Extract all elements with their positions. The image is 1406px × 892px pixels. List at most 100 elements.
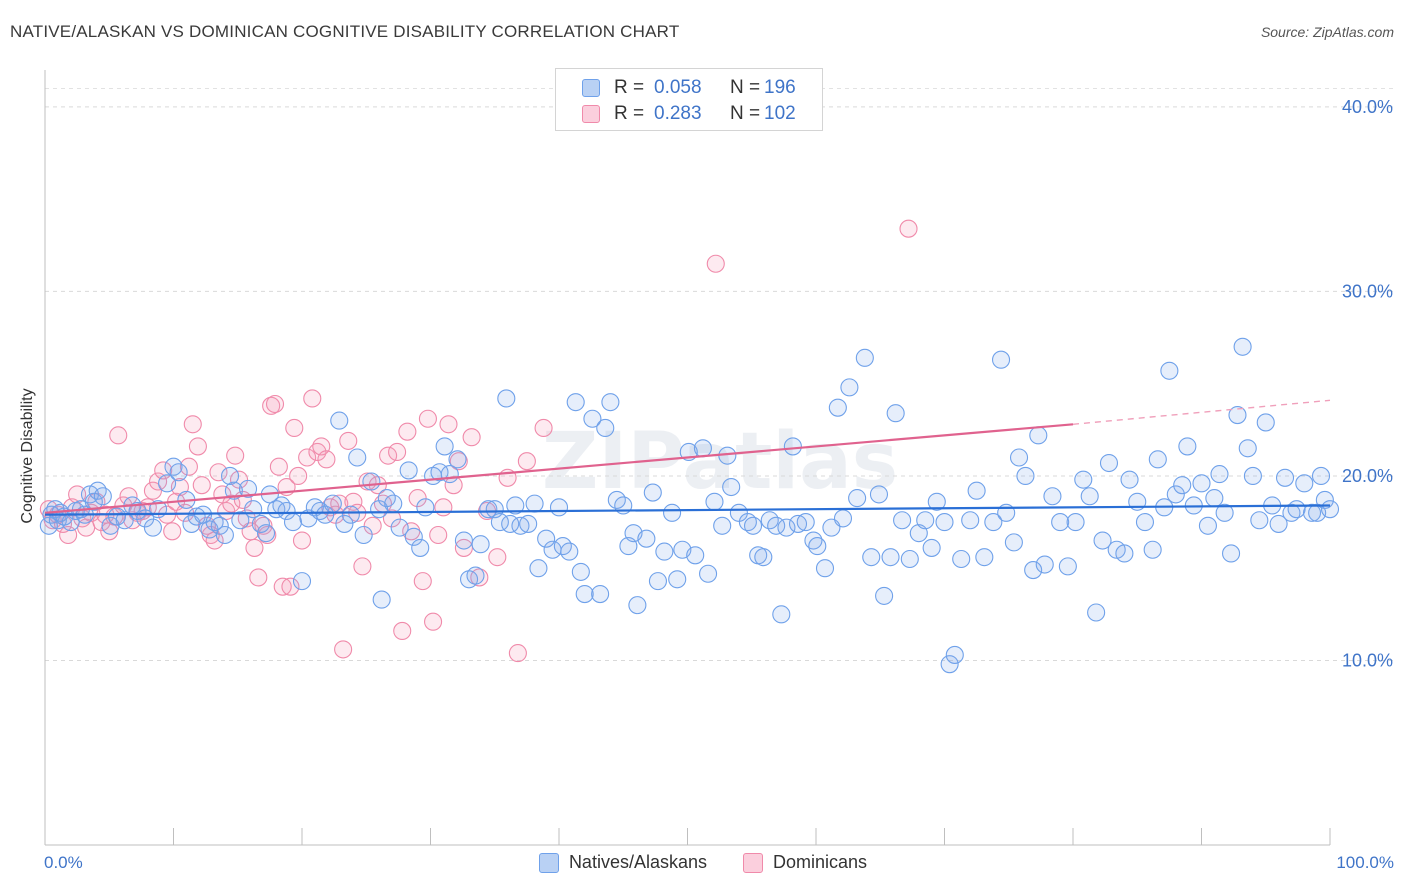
dominican-point (439, 415, 458, 434)
native-point (808, 537, 827, 556)
native-point (335, 514, 354, 533)
dominican-point (429, 525, 448, 545)
native-point (560, 542, 579, 561)
native-point (224, 481, 243, 500)
legend-item-dominicans[interactable]: Dominicans (743, 852, 867, 873)
native-point (840, 378, 859, 397)
axes (44, 70, 1331, 846)
grid-lines (45, 87, 1395, 661)
native-point (1275, 468, 1295, 487)
y-tick-labels: 10.0% 20.0% 30.0% 40.0% (1342, 97, 1393, 671)
dominican-point (398, 422, 417, 441)
y-tick-label: 10.0% (1342, 650, 1393, 670)
native-point (648, 572, 667, 591)
dominican-point (353, 557, 372, 576)
dominican-point (298, 448, 317, 467)
native-point (1250, 511, 1269, 530)
native-point (1269, 514, 1288, 533)
r-value: 0.283 (654, 103, 702, 124)
native-point (158, 474, 177, 493)
native-point (435, 437, 454, 456)
native-point (754, 548, 773, 567)
native-point (643, 483, 662, 502)
dominican-point (317, 450, 336, 469)
native-point (1205, 489, 1224, 508)
native-point (1222, 544, 1241, 563)
chart-title: NATIVE/ALASKAN VS DOMINICAN COGNITIVE DI… (10, 22, 680, 41)
n-value: 102 (764, 103, 796, 124)
native-point (341, 505, 360, 524)
native-point (1243, 466, 1262, 486)
native-point (628, 596, 647, 615)
source-credit: Source: ZipAtlas.com (1260, 24, 1394, 40)
native-point (1029, 426, 1048, 445)
native-point (1302, 503, 1322, 522)
native-point (1315, 490, 1334, 509)
native-point (399, 461, 418, 480)
native-point (893, 511, 912, 530)
x-tick-label-max: 100.0% (1336, 853, 1394, 872)
dominican-point (424, 612, 443, 631)
native-point (961, 511, 980, 530)
native-point (537, 529, 556, 548)
native-point (292, 572, 312, 591)
native-point (416, 498, 435, 517)
dominican-point (163, 522, 182, 541)
dominican-point (254, 516, 273, 535)
native-point (1066, 513, 1085, 532)
dominican-point (339, 431, 358, 450)
native-point (705, 492, 724, 511)
native-point (772, 605, 791, 624)
dominican-point (245, 538, 264, 557)
native-point (783, 437, 802, 456)
native-point (881, 548, 900, 567)
native-point (900, 549, 919, 569)
native-point (93, 487, 112, 506)
legend-item-natives[interactable]: Natives/Alaskans (538, 852, 707, 873)
dominican-point (382, 509, 402, 528)
native-point (1135, 513, 1155, 532)
native-point (1099, 453, 1119, 473)
native-point (984, 513, 1003, 532)
native-point (1198, 516, 1217, 535)
native-point (506, 496, 525, 515)
native-point (571, 562, 590, 581)
native-point (164, 457, 183, 476)
dominican-point (273, 577, 292, 596)
dominican-point (179, 457, 198, 476)
native-point (927, 492, 946, 511)
dominican-point (192, 476, 211, 495)
y-tick-label: 20.0% (1342, 466, 1393, 486)
native-point (886, 404, 905, 423)
dominican-point (434, 498, 453, 517)
native-point (448, 450, 467, 469)
native-point (348, 448, 367, 467)
dominican-point (149, 472, 168, 491)
dominican-point (508, 644, 527, 663)
native-point (84, 492, 103, 511)
dominican-point (388, 442, 407, 462)
dominican-point (188, 437, 207, 456)
n-label: N = (730, 77, 761, 98)
native-point (668, 570, 687, 589)
native-point (1143, 540, 1162, 559)
native-point (411, 538, 430, 557)
dominican-point (209, 463, 228, 482)
native-point (713, 516, 732, 535)
r-value: 0.058 (654, 77, 702, 98)
native-point (1166, 485, 1185, 504)
y-tick-label: 40.0% (1342, 97, 1393, 117)
dominican-point (413, 572, 432, 591)
native-point (940, 655, 959, 674)
dominican-point (143, 481, 162, 500)
native-points (39, 337, 1340, 674)
dominican-point (517, 452, 536, 471)
native-point (466, 566, 485, 585)
native-point (686, 546, 705, 565)
y-tick-label: 30.0% (1342, 281, 1393, 301)
native-point (187, 507, 206, 526)
native-point (471, 535, 490, 554)
dominican-point (303, 389, 322, 408)
dominicans-legend-swatch (743, 852, 763, 873)
dominican-point (706, 254, 725, 273)
